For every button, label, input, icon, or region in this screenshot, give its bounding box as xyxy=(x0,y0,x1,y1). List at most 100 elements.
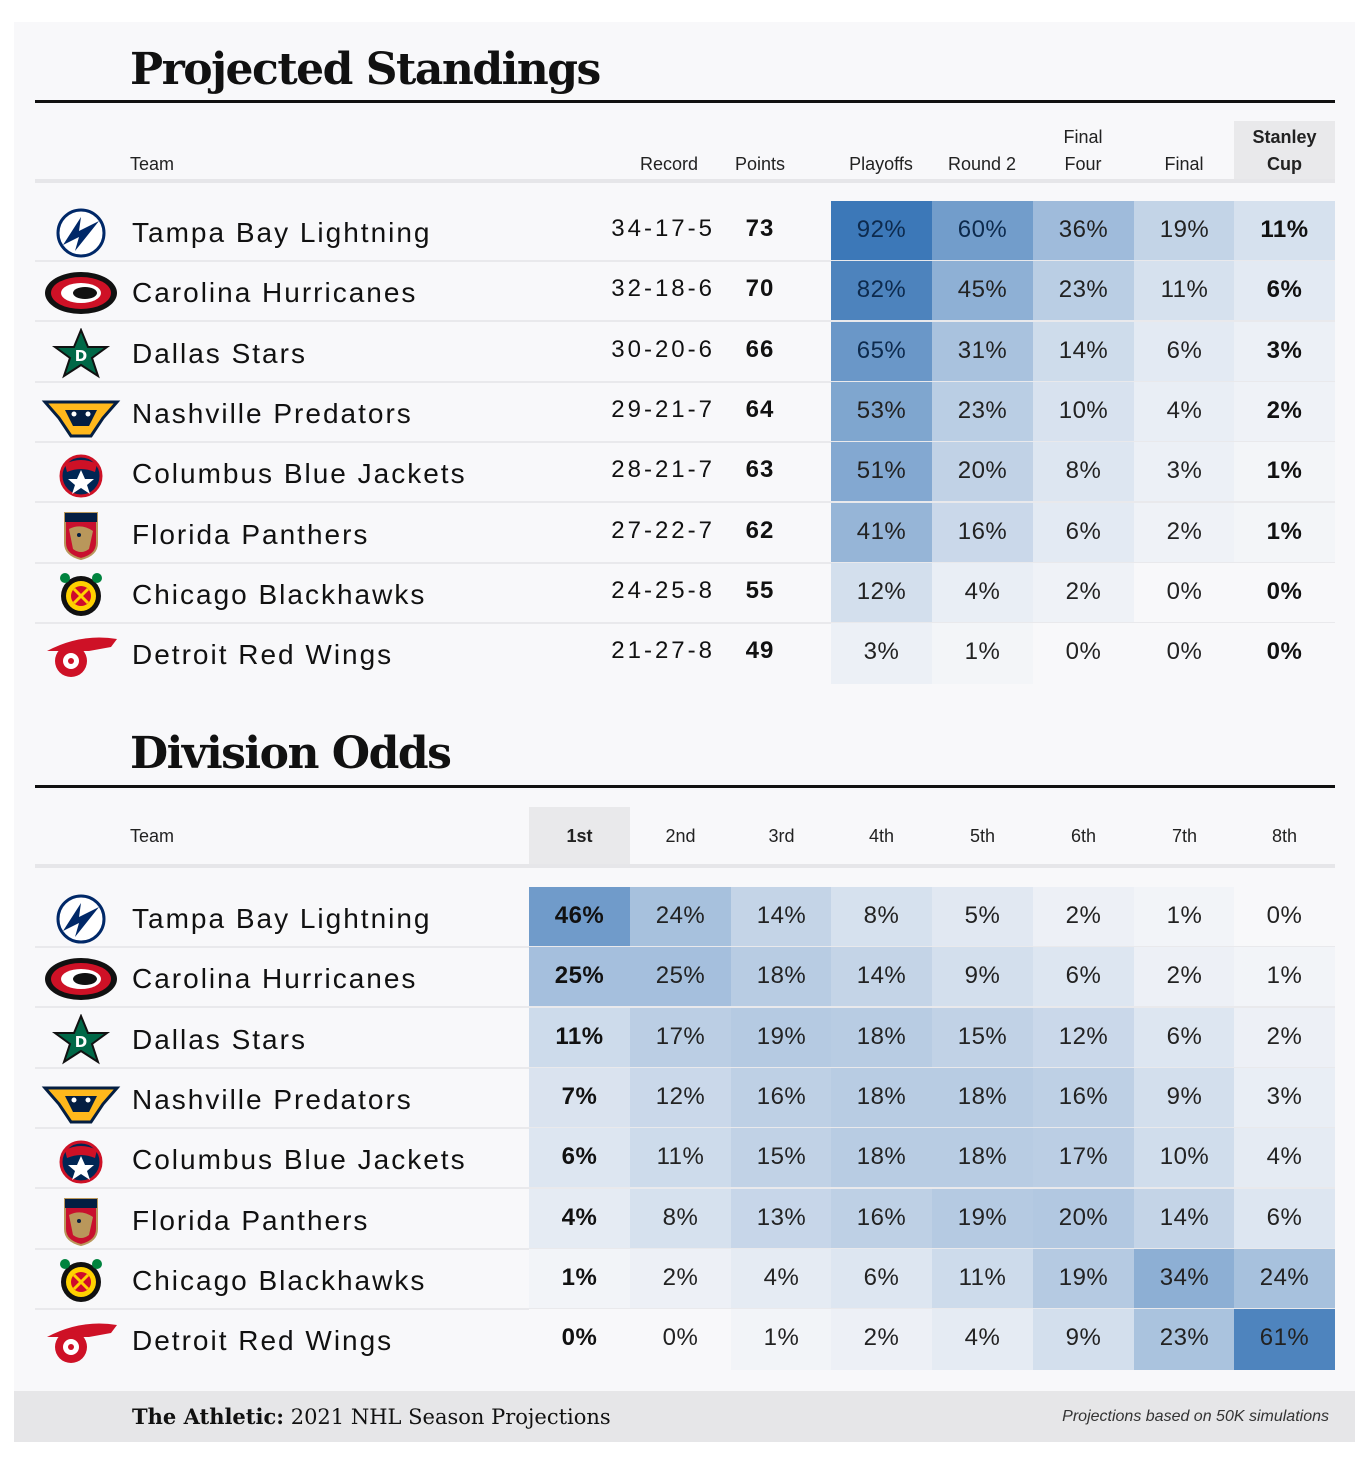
standings-cell-finalfour: 6% xyxy=(1033,502,1134,564)
standings-cell-final: 2% xyxy=(1134,502,1235,564)
division-row: 1% 2% 4% 6% 11% 19% 34% 24% Chicago Blackhawks xyxy=(35,1248,1335,1310)
division-cell-2nd: 2% xyxy=(630,1248,731,1310)
standings-cell-finalfour: 10% xyxy=(1033,381,1134,443)
standings-cell-cup: 1% xyxy=(1234,502,1335,564)
predators-logo-icon xyxy=(41,1074,121,1126)
standings-cell-round2: 45% xyxy=(932,261,1033,323)
row-divider xyxy=(35,1307,1335,1310)
division-title: Division Odds xyxy=(130,728,452,779)
standings-cell-round2: 23% xyxy=(932,381,1033,443)
standings-row: 3% 1% 0% 0% 0% Detroit Red Wings 21-27-8 49 xyxy=(35,623,1335,685)
row-divider xyxy=(35,1066,1335,1069)
standings-cell-cup: 1% xyxy=(1234,442,1335,504)
division-cell-8th: 0% xyxy=(1234,887,1335,948)
division-header-3rd: 3rd xyxy=(768,826,795,846)
standings-cell-cup: 0% xyxy=(1234,623,1335,685)
team-record: 30-20-6 xyxy=(611,335,715,363)
row-divider xyxy=(35,501,1335,504)
division-cell-5th: 4% xyxy=(932,1309,1033,1371)
standings-header-record: Record xyxy=(639,154,699,174)
standings-cell-final: 4% xyxy=(1134,381,1235,443)
blue-jackets-logo-icon xyxy=(41,1134,121,1186)
division-row: 4% 8% 13% 16% 19% 20% 14% 6% Florida Panthers xyxy=(35,1188,1335,1250)
footer-brand: The Athletic: 2021 NHL Season Projection… xyxy=(132,1404,611,1429)
division-cell-8th: 24% xyxy=(1234,1248,1335,1310)
projections-card: Projected Standings Team Record Points P… xyxy=(14,22,1355,1442)
division-cell-7th: 34% xyxy=(1134,1248,1235,1310)
team-record: 24-25-8 xyxy=(611,576,715,604)
predators-logo-icon xyxy=(41,388,121,440)
standings-cell-final: 19% xyxy=(1134,201,1235,262)
division-cell-3rd: 13% xyxy=(731,1188,832,1250)
team-points: 49 xyxy=(745,637,775,665)
division-cell-7th: 6% xyxy=(1134,1007,1235,1069)
team-record: 21-27-8 xyxy=(611,637,715,665)
division-cell-4th: 6% xyxy=(831,1248,932,1310)
division-cell-1st: 46% xyxy=(529,887,630,948)
footer-subtitle: 2021 NHL Season Projections xyxy=(290,1405,611,1429)
team-name: Detroit Red Wings xyxy=(132,639,394,671)
standings-header-finalfour-line2: Four xyxy=(1064,154,1102,174)
division-header-6th: 6th xyxy=(1070,826,1097,846)
standings-cell-cup: 0% xyxy=(1234,562,1335,624)
team-name: Chicago Blackhawks xyxy=(132,578,427,610)
team-points: 63 xyxy=(745,456,775,484)
stars-logo-icon: D xyxy=(41,326,121,380)
division-cell-4th: 14% xyxy=(831,947,932,1009)
standings-header-divider xyxy=(35,179,1335,183)
team-name: Florida Panthers xyxy=(132,1204,370,1236)
standings-cell-cup: 11% xyxy=(1234,201,1335,262)
division-cell-6th: 16% xyxy=(1033,1067,1134,1129)
division-cell-5th: 18% xyxy=(932,1067,1033,1129)
division-cell-1st: 25% xyxy=(529,947,630,1009)
standings-cell-finalfour: 2% xyxy=(1033,562,1134,624)
division-cell-1st: 4% xyxy=(529,1188,630,1250)
svg-text:D: D xyxy=(75,1033,87,1051)
standings-cell-finalfour: 23% xyxy=(1033,261,1134,323)
team-name: Chicago Blackhawks xyxy=(132,1264,427,1296)
standings-cell-playoffs: 53% xyxy=(831,381,932,443)
team-name: Dallas Stars xyxy=(132,337,307,369)
division-cell-2nd: 12% xyxy=(630,1067,731,1129)
division-header-7th: 7th xyxy=(1171,826,1198,846)
team-name: Nashville Predators xyxy=(132,397,413,429)
blackhawks-logo-icon xyxy=(41,1255,121,1307)
division-row: 46% 24% 14% 8% 5% 2% 1% 0% Tampa Bay Lightning xyxy=(35,887,1335,948)
standings-header-round2: Round 2 xyxy=(947,154,1017,174)
standings-cell-playoffs: 92% xyxy=(831,201,932,262)
row-divider xyxy=(35,320,1335,323)
hurricanes-logo-icon xyxy=(41,267,121,319)
team-record: 27-22-7 xyxy=(611,516,715,544)
row-divider xyxy=(35,561,1335,564)
standings-header-points: Points xyxy=(734,154,786,174)
standings-cell-finalfour: 14% xyxy=(1033,321,1134,383)
division-row: 25% 25% 18% 14% 9% 6% 2% 1% Carolina Hurricanes xyxy=(35,947,1335,1009)
standings-cell-playoffs: 82% xyxy=(831,261,932,323)
standings-cell-finalfour: 36% xyxy=(1033,201,1134,262)
division-cell-6th: 2% xyxy=(1033,887,1134,948)
standings-row: 82% 45% 23% 11% 6% Carolina Hurricanes 32-18-6… xyxy=(35,261,1335,323)
division-row: 11% 17% 19% 18% 15% 12% 6% 2% D Dallas Stars xyxy=(35,1007,1335,1069)
lightning-logo-icon xyxy=(41,207,121,259)
division-cell-4th: 18% xyxy=(831,1067,932,1129)
hurricanes-logo-icon xyxy=(41,953,121,1005)
division-cell-8th: 3% xyxy=(1234,1067,1335,1129)
division-cell-3rd: 4% xyxy=(731,1248,832,1310)
standings-header-playoffs: Playoffs xyxy=(849,154,913,174)
standings-header-finalfour-line1: Final xyxy=(1063,127,1103,147)
svg-text:D: D xyxy=(75,347,87,365)
division-cell-8th: 1% xyxy=(1234,947,1335,1009)
team-name: Nashville Predators xyxy=(132,1083,413,1115)
standings-cell-cup: 6% xyxy=(1234,261,1335,323)
standings-row: 41% 16% 6% 2% 1% Florida Panthers 27-22-7 62 xyxy=(35,502,1335,564)
standings-row: 65% 31% 14% 6% 3% D Dallas Stars 30-20-6 66 xyxy=(35,321,1335,383)
standings-header-cup-line2: Cup xyxy=(1267,154,1302,174)
standings-cell-playoffs: 41% xyxy=(831,502,932,564)
division-cell-7th: 14% xyxy=(1134,1188,1235,1250)
division-cell-2nd: 24% xyxy=(630,887,731,948)
team-record: 29-21-7 xyxy=(611,395,715,423)
division-cell-6th: 19% xyxy=(1033,1248,1134,1310)
division-cell-6th: 17% xyxy=(1033,1128,1134,1190)
standings-cell-round2: 4% xyxy=(932,562,1033,624)
team-name: Carolina Hurricanes xyxy=(132,963,418,995)
